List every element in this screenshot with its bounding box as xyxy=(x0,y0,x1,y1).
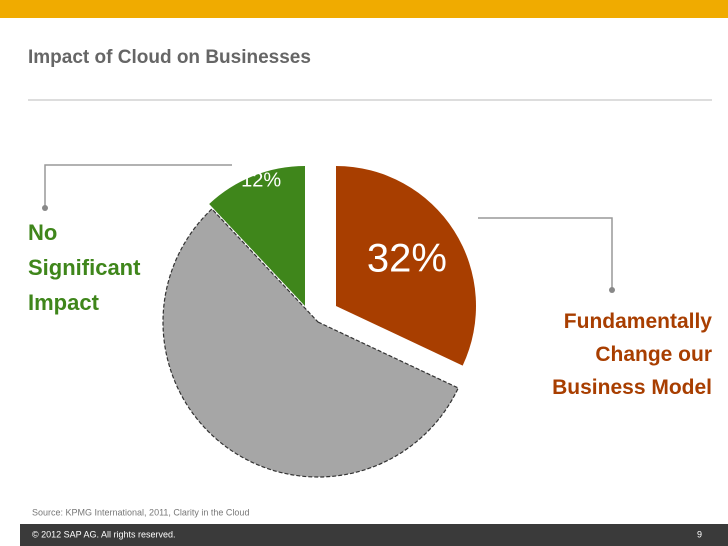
data-label: 32% xyxy=(367,237,447,281)
slide-title: Impact of Cloud on Businesses xyxy=(28,47,311,68)
source: Source: KPMG International, 2011, Clarit… xyxy=(32,507,249,517)
pie-slice xyxy=(209,166,305,306)
footer-bar xyxy=(20,524,728,546)
connector xyxy=(478,217,613,290)
pie-slice xyxy=(162,208,460,478)
connector xyxy=(44,164,232,208)
category-label: Fundamentally Change our Business Model xyxy=(552,310,712,399)
pie-slice xyxy=(336,166,476,366)
page-number: 9 xyxy=(697,529,702,539)
data-label: 12% xyxy=(241,170,281,192)
connector-dot xyxy=(42,205,48,211)
category-label: No Significant Impact xyxy=(28,220,141,315)
pie: 32% 12% xyxy=(162,166,476,478)
connector-dot xyxy=(609,287,615,293)
copyright: © 2012 SAP AG. All rights reserved. xyxy=(32,529,176,539)
header-bar xyxy=(0,0,728,18)
